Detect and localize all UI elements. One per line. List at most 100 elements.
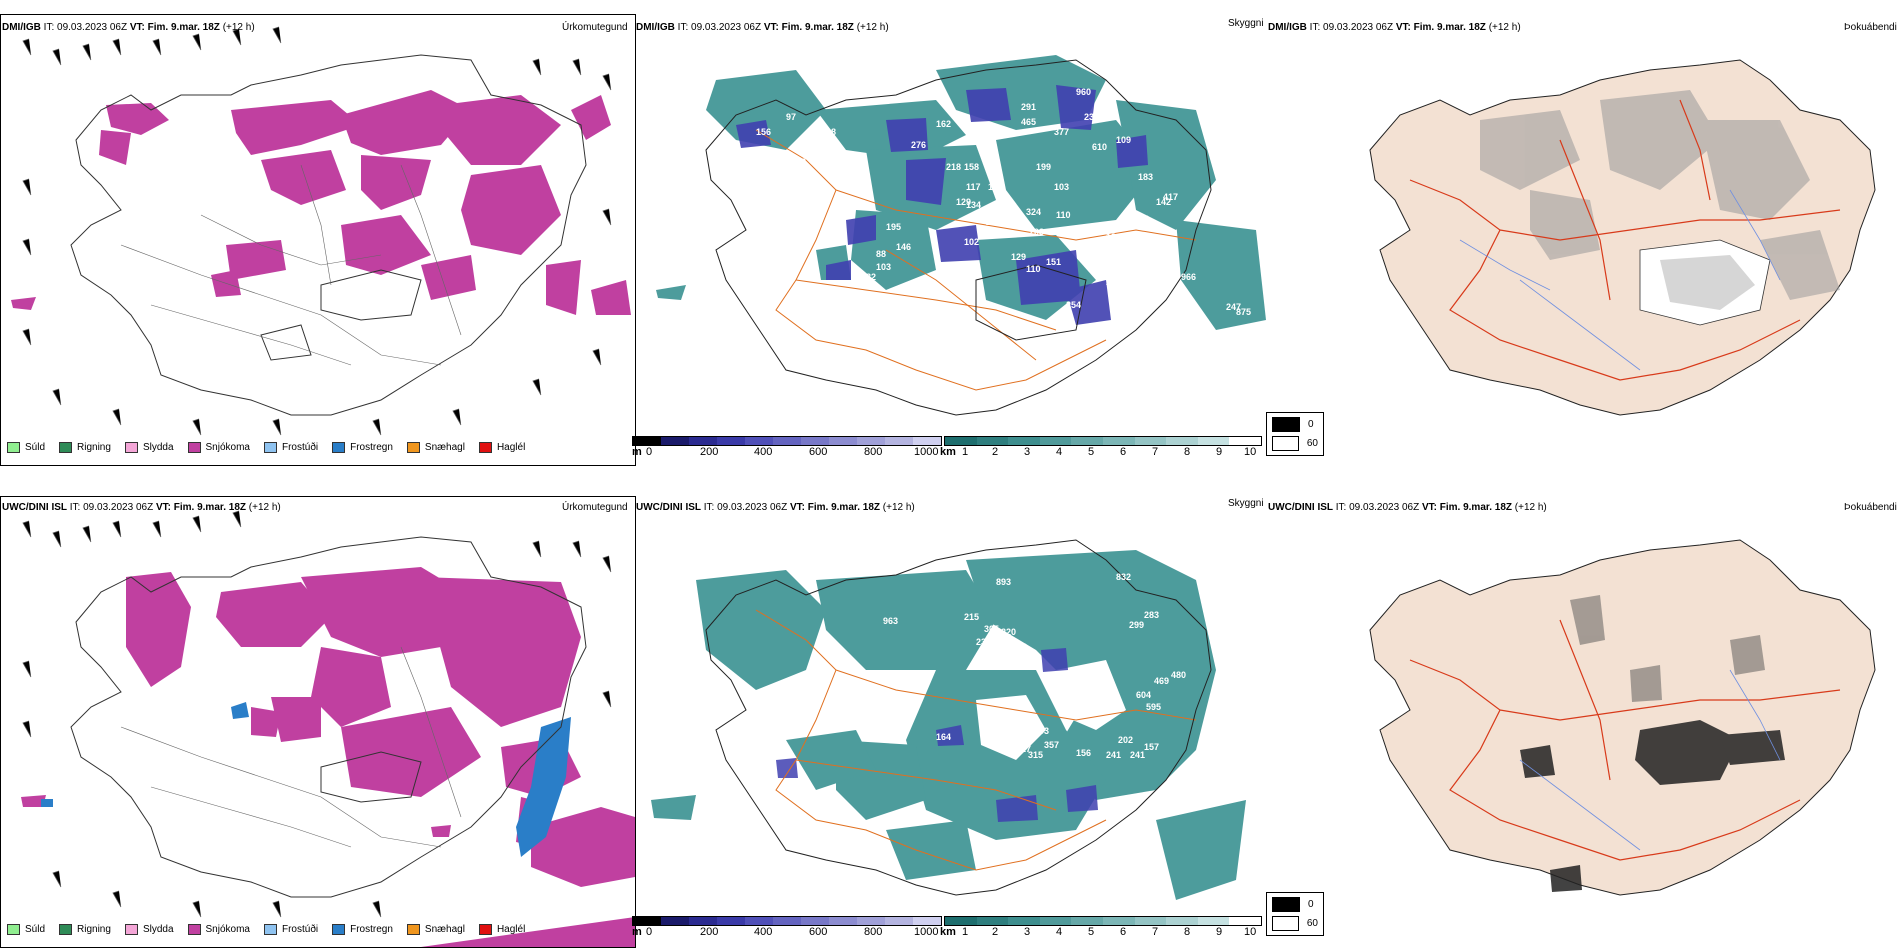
visibility-value-label: 443: [1012, 642, 1027, 652]
legend-item-snaehagl: Snæhagl: [406, 442, 465, 453]
visibility-value-label: 215: [964, 612, 979, 622]
visibility-value-label: 832: [1116, 572, 1131, 582]
visibility-value-label: 377: [1054, 127, 1069, 137]
legend-item-sud: Súld: [7, 924, 45, 935]
cbar-m-bottom: m 0 200 400 600 800 1000: [632, 916, 942, 940]
visibility-value-label: 276: [911, 140, 926, 150]
visibility-value-label: 243: [986, 217, 1001, 227]
visibility-value-label: 480: [1171, 670, 1186, 680]
visibility-value-label: 208: [1134, 214, 1149, 224]
visibility-value-label: 963: [883, 616, 898, 626]
visibility-value-label: 595: [1074, 690, 1089, 700]
visibility-value-label: 201: [1106, 262, 1121, 272]
legend-item-snjokoma: Snjókoma: [187, 924, 250, 935]
legend-item-slydda: Slydda: [124, 442, 174, 453]
visibility-value-label: 103: [876, 262, 891, 272]
visibility-value-label: 158: [964, 162, 979, 172]
visibility-panel-top: 960 291 465 377 237 610 109 201 162 276 160 218 158 1…: [636, 40, 1268, 440]
visibility-value-label: 960: [1076, 87, 1091, 97]
legend-item-snjokoma: Snjókoma: [187, 442, 250, 453]
visibility-value-label: 247: [1226, 302, 1241, 312]
visibility-value-label: 299: [1129, 620, 1144, 630]
visibility-value-label: 151: [1046, 257, 1061, 267]
header-fog-top: DMI/IGB IT: 09.03.2023 06Z VT: Fim. 9.ma…: [1268, 22, 1521, 33]
legend-item-snaehagl: Snæhagl: [406, 924, 465, 935]
visibility-panel-bottom: 832 893 215 305 220 237 443 234 963 299 283 744 595 4…: [636, 520, 1268, 920]
fog-panel-bottom: [1300, 520, 1900, 920]
visibility-value-label: 97: [786, 112, 796, 122]
visibility-value-label: 103: [1054, 182, 1069, 192]
visibility-value-label: 403: [791, 157, 806, 167]
visibility-value-label: 156: [756, 127, 771, 137]
visibility-value-label: 315: [1028, 750, 1043, 760]
cbar-km-bottom: km 1 2 3 4 5 6 7 8 9 10: [940, 916, 1262, 940]
header-precip-top: DMI/IGB IT: 09.03.2023 06Z VT: Fim. 9.ma…: [2, 22, 255, 33]
visibility-value-label: 893: [996, 577, 1011, 587]
visibility-value-label: 875: [1236, 307, 1251, 317]
title-precip-top: Úrkomutegund: [562, 22, 628, 33]
visibility-value-label: 417: [1163, 192, 1178, 202]
visibility-value-label: 127: [1016, 744, 1031, 754]
visibility-value-label: 88: [876, 249, 886, 259]
visibility-value-label: 132: [861, 272, 876, 282]
title-fog-bottom: Þokuábendi: [1844, 502, 1897, 513]
fog-key-bottom: 0 60: [1266, 892, 1324, 936]
precip-map-bottom: [21, 510, 635, 947]
precip-legend-bottom: Súld Rigning Slydda Snjókoma Frostúði Fr…: [7, 924, 539, 935]
legend-item-frostregn: Frostregn: [332, 442, 393, 453]
visibility-value-label: 142: [1156, 197, 1171, 207]
visibility-value-label: 338: [821, 127, 836, 137]
visibility-value-label: 232: [928, 348, 943, 358]
visibility-value-label: 610: [1092, 142, 1107, 152]
visibility-value-label: 237: [1084, 112, 1099, 122]
legend-item-frostudi: Frostúði: [263, 924, 318, 935]
visibility-value-label: 357: [1044, 740, 1059, 750]
visibility-value-label: 203: [1034, 726, 1049, 736]
title-fog-top: Þokuábendi: [1844, 22, 1897, 33]
fog-key-top: 0 60: [1266, 412, 1324, 456]
visibility-value-label: 130: [988, 182, 1003, 192]
visibility-value-label: 201: [964, 122, 979, 132]
visibility-value-label: 199: [1036, 162, 1051, 172]
title-visibility-top: Skyggni: [1228, 18, 1264, 29]
header-precip-bottom: UWC/DINI ISL IT: 09.03.2023 06Z VT: Fim.…: [2, 502, 281, 513]
visibility-value-label: 595: [1146, 702, 1161, 712]
legend-item-rigning: Rigning: [59, 442, 111, 453]
visibility-value-label: 469: [1154, 676, 1169, 686]
visibility-value-label: 305: [984, 624, 999, 634]
visibility-value-label: 110: [1056, 210, 1071, 220]
visibility-value-label: 254: [1066, 300, 1081, 310]
visibility-value-label: 264: [941, 347, 956, 357]
visibility-value-label: 234: [991, 652, 1006, 662]
legend-item-frostregn: Frostregn: [332, 924, 393, 935]
visibility-value-label: 138: [1061, 708, 1076, 718]
visibility-value-label: 110: [1026, 264, 1041, 274]
precip-map-top: [11, 26, 631, 436]
visibility-value-label: 183: [1138, 172, 1153, 182]
cbar-m-top: m 0 200 400 600 800 1000: [632, 436, 942, 460]
visibility-value-label: 189: [1256, 162, 1268, 172]
visibility-value-label: 744: [1074, 674, 1089, 684]
legend-item-rigning: Rigning: [59, 924, 111, 935]
visibility-value-label: 241: [1106, 750, 1121, 760]
fog-map-bottom: [1369, 539, 1876, 896]
visibility-value-label: 102: [964, 237, 979, 247]
header-visibility-bottom: UWC/DINI ISL IT: 09.03.2023 06Z VT: Fim.…: [636, 502, 915, 513]
visibility-value-label: 129: [1011, 252, 1026, 262]
legend-item-frostudi: Frostúði: [263, 442, 318, 453]
visibility-value-label: 283: [1144, 610, 1159, 620]
visibility-value-label: 186: [1106, 232, 1121, 242]
visibility-value-label: 203: [1029, 227, 1044, 237]
visibility-value-label: 220: [1001, 627, 1016, 637]
visibility-value-label: 129: [956, 197, 971, 207]
fog-panel-top: [1300, 40, 1900, 440]
visibility-value-label: 117: [966, 182, 981, 192]
visibility-value-label: 134: [966, 200, 981, 210]
visibility-value-label: 966: [1181, 272, 1196, 282]
visibility-value-label: 218: [1106, 277, 1121, 287]
header-visibility-top: DMI/IGB IT: 09.03.2023 06Z VT: Fim. 9.ma…: [636, 22, 889, 33]
visibility-value-label: 146: [896, 242, 911, 252]
header-fog-bottom: UWC/DINI ISL IT: 09.03.2023 06Z VT: Fim.…: [1268, 502, 1547, 513]
visibility-value-label: 604: [1136, 690, 1151, 700]
